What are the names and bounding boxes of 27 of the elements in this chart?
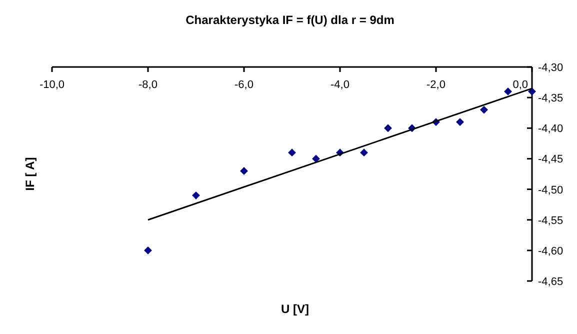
point	[312, 154, 320, 163]
point	[192, 191, 200, 200]
x-tick-label: -6,0	[234, 79, 254, 91]
x-tick-label: -4,0	[330, 79, 350, 91]
x-tick-label: -2,0	[426, 79, 446, 91]
y-tick-label: -4,40	[538, 123, 564, 136]
point	[360, 148, 368, 157]
y-tick-label: -4,35	[538, 92, 564, 105]
x-tick-label: -10,0	[39, 79, 65, 91]
point	[288, 148, 296, 157]
x-tick-label: 0,0	[512, 79, 528, 91]
point	[240, 166, 248, 175]
point	[528, 87, 536, 96]
point	[384, 124, 392, 132]
y-tick-label: -4,55	[538, 214, 564, 227]
chart-title: Charakterystyka IF = f(U) dla r = 9dm	[186, 13, 394, 27]
point	[144, 246, 152, 254]
x-axis-title: U [V]	[281, 302, 309, 316]
y-tick-label: -4,45	[538, 154, 564, 166]
y-tick-label: -4,65	[538, 276, 564, 288]
y-axis-title: IF [ A]	[23, 157, 37, 191]
point	[504, 87, 512, 96]
y-tick-label: -4,30	[538, 62, 564, 74]
x-tick-label: -8,0	[138, 79, 158, 91]
point	[480, 106, 488, 114]
y-tick-label: -4,60	[538, 245, 564, 258]
y-tick-label: -4,50	[538, 184, 564, 196]
